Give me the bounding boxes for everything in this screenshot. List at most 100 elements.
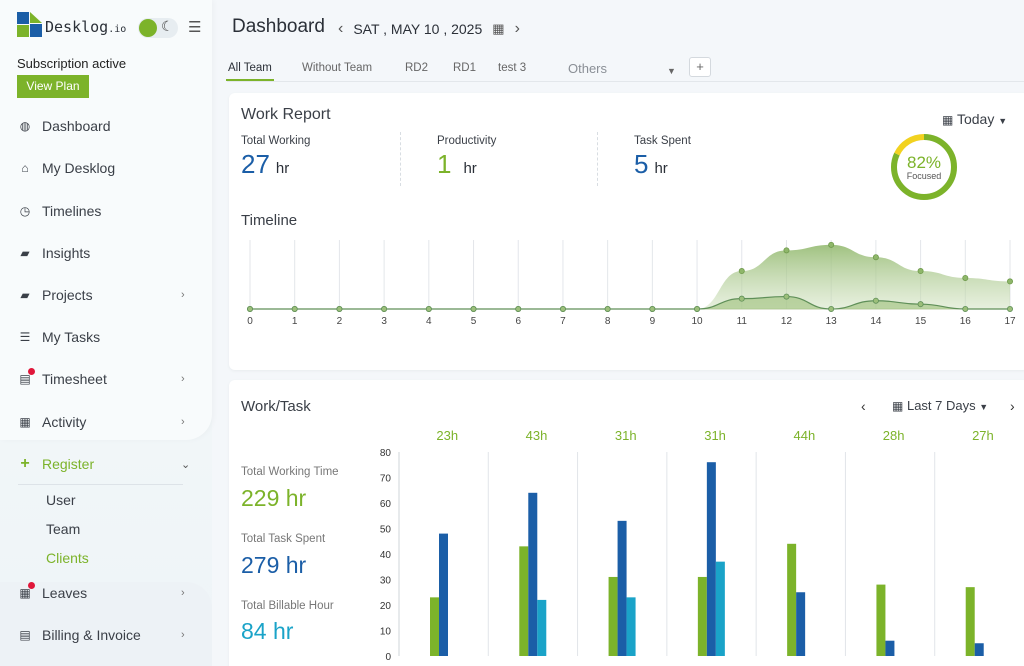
bar-series-0[interactable] bbox=[608, 576, 618, 656]
timeline-total-point bbox=[738, 268, 745, 275]
category-label: 31h bbox=[704, 428, 726, 443]
bar-series-1[interactable] bbox=[885, 640, 895, 656]
bar-series-0[interactable] bbox=[430, 597, 439, 656]
sidebar-bottom-panel bbox=[0, 582, 212, 666]
menu-toggle-icon[interactable]: ☰ bbox=[188, 19, 202, 36]
notification-dot bbox=[28, 368, 35, 375]
timeline-productive-point bbox=[694, 306, 701, 313]
bar-series-1[interactable] bbox=[974, 643, 984, 656]
bar-series-0[interactable] bbox=[787, 543, 797, 656]
timeline-productive-point bbox=[470, 306, 477, 313]
bar-series-0[interactable] bbox=[876, 584, 886, 656]
calendar-icon[interactable]: ▦ bbox=[492, 21, 505, 36]
stat-label-productivity: Productivity bbox=[437, 135, 497, 147]
theme-toggle[interactable]: ☾ bbox=[138, 18, 178, 38]
timeline-productive-point bbox=[425, 306, 432, 313]
sidebar-item-timelines[interactable]: ◷ Timelines bbox=[0, 196, 212, 226]
sidebar-item-insights[interactable]: ▰ Insights bbox=[0, 238, 212, 268]
timeline-tick-label: 15 bbox=[915, 316, 927, 327]
toggle-knob bbox=[139, 19, 157, 37]
timeline-productive-point bbox=[291, 306, 298, 313]
bar-series-1[interactable] bbox=[528, 492, 538, 656]
tab-without-team[interactable]: Without Team bbox=[302, 62, 373, 74]
timeline-tick-label: 8 bbox=[605, 316, 611, 327]
bar-series-2[interactable] bbox=[626, 597, 636, 656]
chevron-right-icon[interactable]: › bbox=[1010, 398, 1015, 414]
timeline-productive-point bbox=[962, 306, 969, 313]
bar-series-1[interactable] bbox=[706, 462, 716, 656]
sidebar-item-projects[interactable]: ▰ Projects › bbox=[0, 280, 212, 310]
sidebar-item-billing[interactable]: ▤ Billing & Invoice › bbox=[0, 620, 212, 650]
bar-series-0[interactable] bbox=[697, 576, 707, 656]
divider bbox=[597, 132, 598, 186]
timeline-title: Timeline bbox=[241, 212, 298, 229]
chevron-right-icon: › bbox=[181, 289, 185, 301]
sidebar-subitem-team[interactable]: Team bbox=[46, 521, 81, 537]
timeline-productive-point bbox=[649, 306, 656, 313]
sidebar-item-label: Billing & Invoice bbox=[42, 627, 141, 643]
timeline-tick-label: 5 bbox=[471, 316, 477, 327]
category-label: 28h bbox=[883, 428, 905, 443]
bar-series-0[interactable] bbox=[965, 587, 975, 656]
bar-series-1[interactable] bbox=[617, 520, 627, 656]
tab-all-team[interactable]: All Team bbox=[226, 62, 274, 81]
view-plan-button[interactable]: View Plan bbox=[17, 75, 89, 98]
period-dropdown[interactable]: ▦ Today ▼ bbox=[942, 111, 1007, 127]
current-date: SAT , MAY 10 , 2025 bbox=[353, 21, 483, 37]
sidebar-item-register[interactable]: + Register ⌄ bbox=[0, 449, 212, 479]
plus-icon: + bbox=[20, 455, 30, 472]
team-tabs: All Team Without Team RD2 RD1 test 3 Oth… bbox=[226, 58, 1024, 82]
sidebar-subitem-user[interactable]: User bbox=[46, 492, 76, 508]
sidebar-subitem-clients[interactable]: Clients bbox=[46, 550, 89, 566]
range-dropdown[interactable]: ▦ Last 7 Days ▼ bbox=[892, 398, 988, 413]
chevron-down-icon[interactable]: ▼ bbox=[667, 66, 676, 76]
timeline-tick-label: 12 bbox=[781, 316, 793, 327]
bar-series-2[interactable] bbox=[715, 561, 725, 656]
add-tab-button[interactable]: + bbox=[689, 57, 711, 77]
summary-label-task: Total Task Spent bbox=[241, 533, 326, 545]
timeline-productive-point bbox=[783, 293, 790, 300]
bar-series-1[interactable] bbox=[439, 533, 448, 656]
logo[interactable]: Desklog.io bbox=[17, 12, 126, 37]
focus-ring bbox=[891, 134, 957, 200]
timeline-tick-label: 3 bbox=[381, 316, 387, 327]
tab-rd2[interactable]: RD2 bbox=[405, 62, 429, 74]
sidebar-item-label: Dashboard bbox=[42, 118, 111, 134]
caret-down-icon: ▼ bbox=[979, 402, 989, 412]
sidebar-item-timesheet[interactable]: ▤ Timesheet › bbox=[0, 364, 212, 394]
timeline-tick-label: 16 bbox=[960, 316, 972, 327]
category-label: 43h bbox=[526, 428, 548, 443]
sidebar: Desklog.io ☾ ☰ Subscription active View … bbox=[0, 0, 212, 666]
bar-series-1[interactable] bbox=[796, 592, 806, 656]
sidebar-item-my-tasks[interactable]: ☰ My Tasks bbox=[0, 322, 212, 352]
sidebar-item-label: Leaves bbox=[42, 585, 88, 601]
chevron-left-icon[interactable]: ‹ bbox=[338, 20, 344, 37]
divider bbox=[400, 132, 401, 186]
work-task-title: Work/Task bbox=[241, 398, 311, 415]
invoice-icon: ▤ bbox=[19, 628, 31, 642]
sidebar-item-dashboard[interactable]: ◍ Dashboard bbox=[0, 111, 212, 141]
timeline-productive-area bbox=[250, 296, 1010, 309]
focus-percent: 82% bbox=[906, 153, 942, 172]
tab-rd1[interactable]: RD1 bbox=[453, 62, 477, 74]
tab-others-select[interactable]: Others bbox=[568, 61, 608, 76]
chevron-right-icon: › bbox=[181, 416, 185, 428]
tab-test-3[interactable]: test 3 bbox=[498, 62, 527, 74]
bar-series-0[interactable] bbox=[519, 546, 529, 656]
sidebar-item-leaves[interactable]: ▦ Leaves › bbox=[0, 578, 212, 608]
timeline-total-point bbox=[828, 241, 835, 248]
timeline-total-point bbox=[872, 254, 879, 261]
y-tick-label: 80 bbox=[380, 448, 392, 459]
chevron-right-icon: › bbox=[181, 373, 185, 385]
chevron-left-icon[interactable]: ‹ bbox=[861, 398, 866, 414]
focus-ring-remaining bbox=[891, 134, 957, 200]
y-tick-label: 50 bbox=[380, 525, 392, 536]
summary-value-billable: 84 hr bbox=[241, 618, 294, 644]
chevron-right-icon[interactable]: › bbox=[514, 20, 520, 37]
chevron-right-icon: › bbox=[181, 587, 185, 599]
range-label: Last 7 Days bbox=[906, 398, 976, 413]
bar-series-2[interactable] bbox=[537, 599, 547, 656]
summary-label-billable: Total Billable Hour bbox=[241, 600, 334, 612]
sidebar-item-my-desklog[interactable]: ⌂ My Desklog bbox=[0, 153, 212, 183]
sidebar-item-activity[interactable]: ▦ Activity › bbox=[0, 407, 212, 437]
